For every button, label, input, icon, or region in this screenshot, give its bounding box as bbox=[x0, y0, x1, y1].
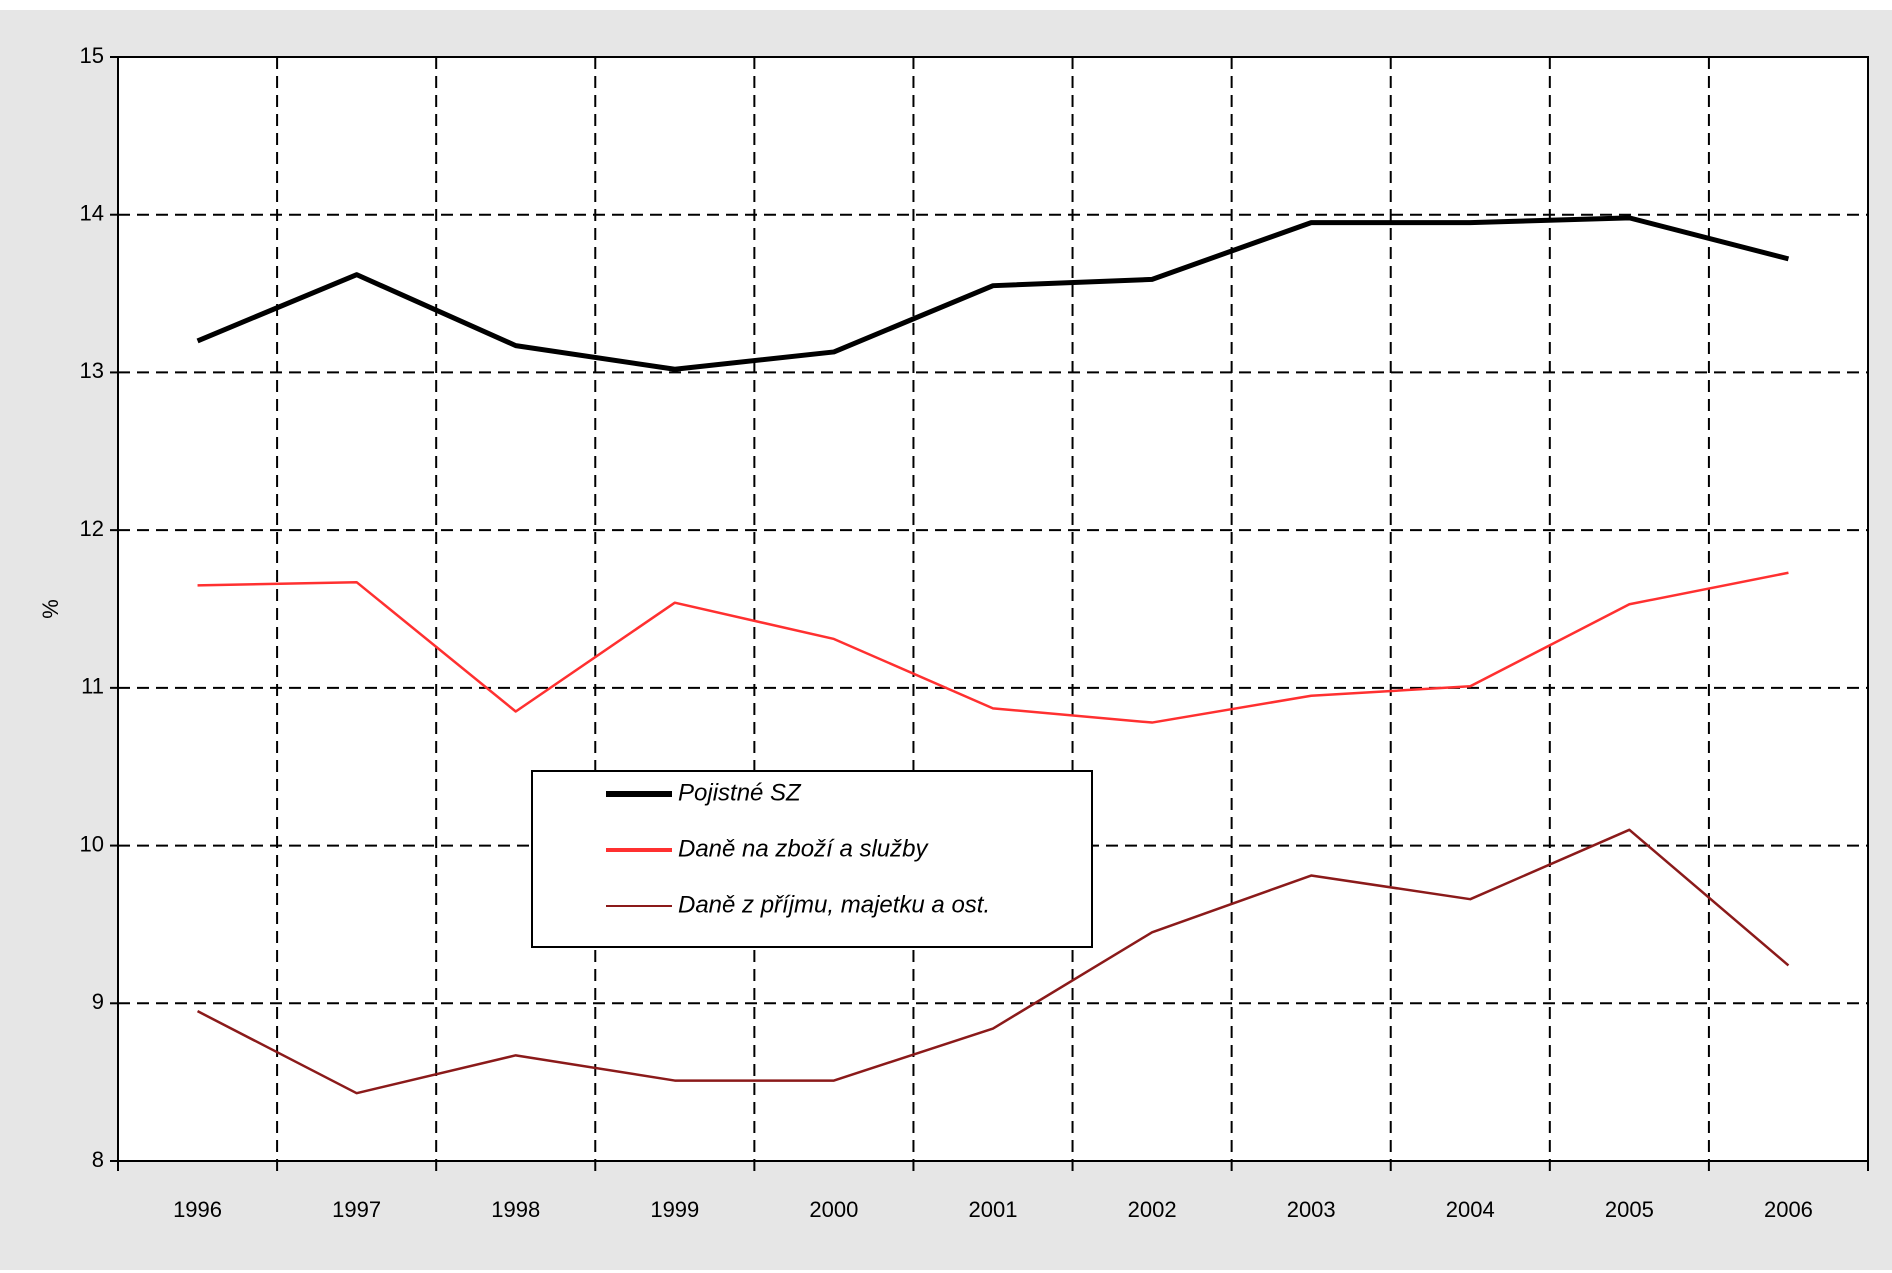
x-tick-label: 1997 bbox=[332, 1197, 381, 1222]
x-tick-label: 2002 bbox=[1128, 1197, 1177, 1222]
line-series bbox=[197, 571, 1789, 724]
x-tick-label: 1999 bbox=[650, 1197, 699, 1222]
x-tick-label: 2006 bbox=[1764, 1197, 1813, 1222]
y-tick-label: 13 bbox=[80, 358, 104, 383]
x-tick-label: 2004 bbox=[1446, 1197, 1495, 1222]
y-tick-label: 9 bbox=[92, 989, 104, 1014]
x-tick-label: 1996 bbox=[173, 1197, 222, 1222]
y-tick-label: 14 bbox=[80, 201, 104, 226]
y-tick-label: 8 bbox=[92, 1147, 104, 1172]
y-tick-label: 12 bbox=[80, 516, 104, 541]
y-axis-label: % bbox=[38, 599, 63, 619]
line-series bbox=[196, 828, 1790, 1095]
x-tick-label: 2003 bbox=[1287, 1197, 1336, 1222]
legend-box bbox=[531, 770, 1093, 948]
legend-label: Daně z příjmu, majetku a ost. bbox=[678, 891, 990, 918]
legend-label: Pojistné SZ bbox=[678, 779, 802, 806]
x-tick-label: 1998 bbox=[491, 1197, 540, 1222]
y-tick-label: 11 bbox=[81, 674, 104, 699]
x-tick-label: 2000 bbox=[809, 1197, 858, 1222]
x-tick-label: 2001 bbox=[969, 1197, 1018, 1222]
x-tick-label: 2005 bbox=[1605, 1197, 1654, 1222]
line-series bbox=[196, 215, 1790, 372]
y-tick-label: 15 bbox=[80, 43, 104, 68]
plot-area bbox=[117, 56, 1869, 1162]
legend-label: Daně na zboží a služby bbox=[678, 835, 929, 862]
y-tick-label: 10 bbox=[80, 831, 104, 856]
legend: Pojistné SZ Daně na zboží a služby Daně z … bbox=[531, 770, 1093, 948]
